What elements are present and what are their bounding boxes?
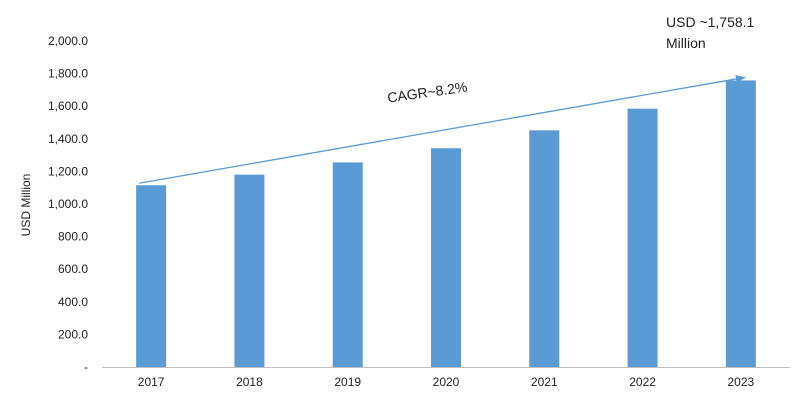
cagr-label: CAGR~8.2% bbox=[386, 79, 468, 106]
y-tick-label: 1,800.0 bbox=[48, 67, 88, 81]
bar-2021 bbox=[529, 130, 560, 367]
x-tick-label: 2022 bbox=[629, 375, 656, 389]
y-tick-label: - bbox=[84, 360, 88, 374]
cagr-trend-arrow bbox=[139, 75, 746, 184]
final-value-label-line1: USD ~1,758.1 bbox=[666, 14, 755, 30]
bar-2017 bbox=[136, 185, 167, 367]
y-tick-label: 400.0 bbox=[58, 295, 88, 309]
y-tick-label: 200.0 bbox=[58, 327, 88, 341]
x-tick-label: 2018 bbox=[236, 375, 263, 389]
bar-2018 bbox=[234, 174, 265, 367]
bar-2020 bbox=[431, 148, 461, 367]
y-axis-label: USD Million bbox=[19, 174, 33, 237]
bar-series bbox=[136, 80, 756, 368]
x-tick-label: 2019 bbox=[334, 375, 361, 389]
y-tick-label: 1,400.0 bbox=[48, 132, 88, 146]
y-tick-label: 1,000.0 bbox=[48, 197, 88, 211]
bar-2019 bbox=[332, 162, 363, 367]
x-tick-label: 2017 bbox=[138, 375, 165, 389]
x-tick-label: 2020 bbox=[433, 375, 460, 389]
bar-2022 bbox=[627, 108, 658, 368]
y-tick-label: 800.0 bbox=[58, 230, 88, 244]
y-tick-label: 1,200.0 bbox=[48, 164, 88, 178]
y-tick-label: 2,000.0 bbox=[48, 34, 88, 48]
y-tick-label: 600.0 bbox=[58, 262, 88, 276]
x-tick-label: 2021 bbox=[531, 375, 558, 389]
y-axis-ticks: - 200.0 400.0 600.0 800.0 1,000.0 1,200.0 1,400… bbox=[48, 34, 88, 374]
x-axis-ticks: 2017 2018 2019 2020 2021 2022 2023 bbox=[138, 375, 755, 389]
final-value-label-line2: Million bbox=[666, 35, 706, 51]
bar-2023 bbox=[725, 80, 756, 368]
x-tick-label: 2023 bbox=[728, 375, 755, 389]
y-tick-label: 1,600.0 bbox=[48, 99, 88, 113]
